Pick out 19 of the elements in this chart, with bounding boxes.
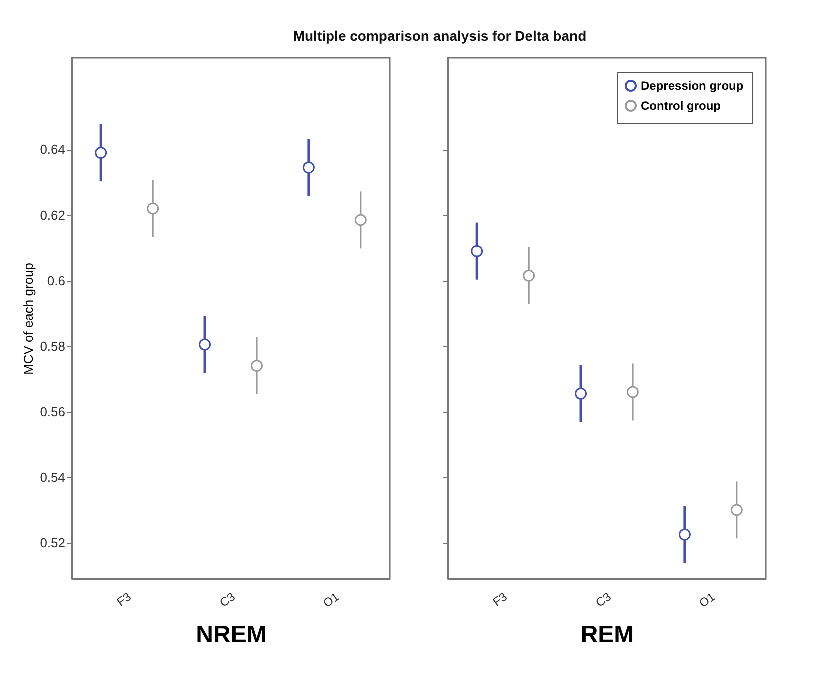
x-axis-title: NREM: [196, 622, 267, 649]
y-axis-title: MCV of each group: [21, 262, 36, 376]
y-tick-label: 0.52: [40, 535, 66, 550]
x-axis-title: REM: [580, 622, 634, 649]
y-tick-label: 0.58: [40, 338, 66, 354]
legend-label: Depression group: [641, 79, 744, 93]
text: Multiple comparison analysis for Delta band: [292, 27, 588, 44]
x-tick-label: O1: [696, 590, 718, 611]
x-tick-label: O1: [320, 590, 342, 611]
y-tick-label: 0.64: [40, 142, 66, 158]
y-tick-label: 0.54: [40, 470, 66, 485]
y-tick-label: 0.56: [40, 404, 66, 420]
x-tick-label: F3: [490, 590, 510, 610]
y-tick-label: 0.62: [40, 208, 66, 223]
x-tick-label: F3: [114, 590, 134, 610]
legend-label: Control group: [641, 99, 721, 113]
x-tick-label: C3: [593, 590, 614, 610]
x-tick-label: C3: [217, 590, 238, 610]
y-tick-label: 0.6: [47, 273, 66, 288]
